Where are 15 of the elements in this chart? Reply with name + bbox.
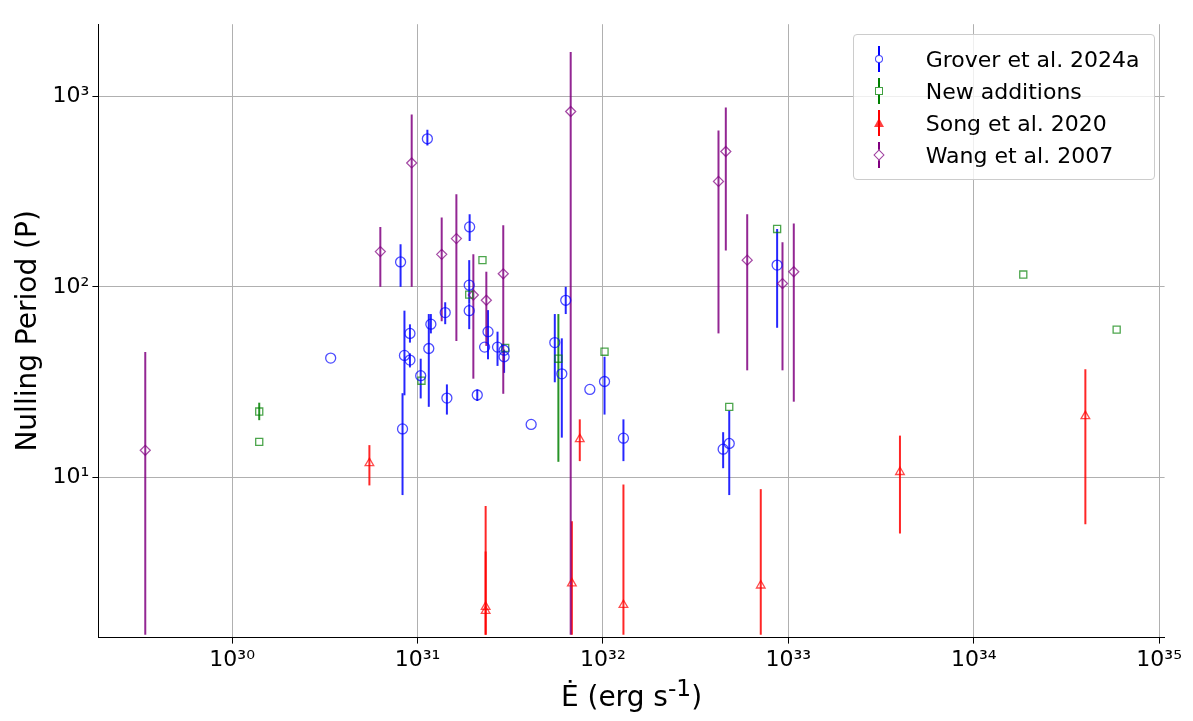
legend-label: Wang et al. 2007: [925, 142, 1114, 168]
y-tick-label: 10³: [52, 81, 90, 107]
x-tick-label: 10³¹: [394, 645, 441, 671]
x-tick-label: 10³³: [765, 645, 812, 671]
legend-label: New additions: [925, 78, 1082, 104]
x-tick-label: 10³⁰: [209, 645, 256, 671]
legend-label: Song et al. 2020: [925, 110, 1107, 136]
x-axis-title: Ė (erg s$^{-1}$): [559, 674, 704, 714]
y-tick-label: 10²: [52, 272, 90, 298]
x-tick-label: 10³²: [580, 645, 626, 671]
x-tick-label: 10³⁴: [950, 645, 997, 671]
y-tick-label: 10¹: [52, 463, 90, 489]
y-axis-title: Nulling Period (P): [10, 210, 44, 452]
x-tick-label: 10³⁵: [1136, 645, 1182, 671]
legend-label: Grover et al. 2024a: [925, 46, 1140, 72]
